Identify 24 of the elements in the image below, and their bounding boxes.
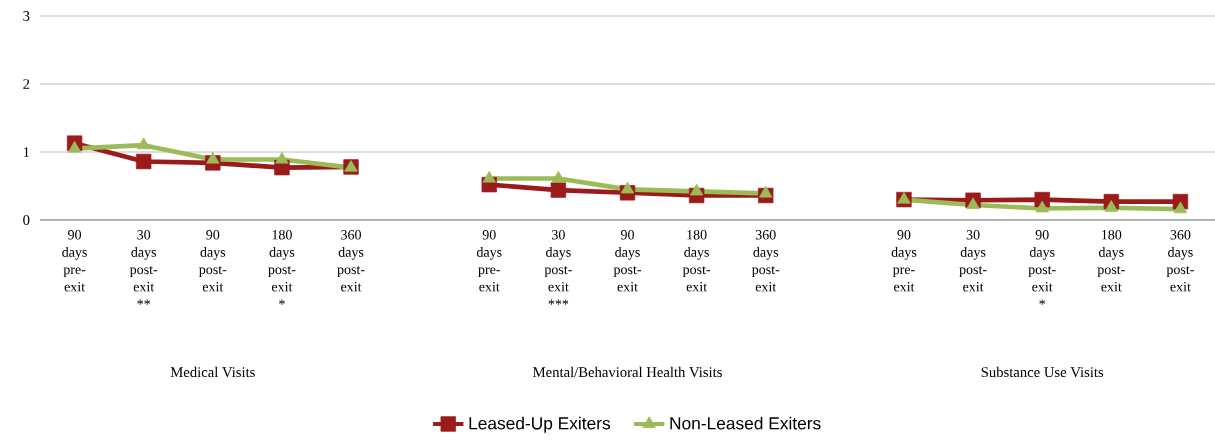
x-tick-label: 90 days pre-exit (476, 230, 502, 292)
legend-label: Leased-Up Exiters (469, 416, 611, 433)
x-tick-label: 180 days post-exit (1097, 230, 1125, 292)
x-tick-label: 30 days post-exit (959, 230, 987, 292)
x-tick-label: 30 days post-exit *** (544, 230, 572, 305)
x-tick-label: 90 days pre-exit (891, 230, 917, 292)
x-tick-label: 90 days post-exit (199, 230, 227, 292)
y-tick-label: 1 (23, 147, 30, 157)
x-tick-label: 360 days post-exit (337, 230, 365, 292)
y-tick-label: 0 (23, 215, 30, 225)
y-tick-label: 2 (23, 79, 30, 89)
x-tick-label: 90 days post-exit (613, 230, 641, 292)
y-tick-label: 3 (23, 11, 30, 21)
x-tick-label: 360 days post-exit (751, 230, 780, 292)
x-tick-label: 90 days post-exit * (1028, 230, 1056, 305)
x-tick-label: 180 days post-exit * (268, 230, 296, 305)
text: Mental/Behavioral Health Visits (533, 366, 722, 378)
x-tick-label: 30 days post-exit ** (129, 230, 158, 305)
x-tick-label: 360 days post-exit (1166, 230, 1194, 292)
x-tick-label: 180 days post-exit (682, 230, 711, 292)
x-tick-label: 90 days pre-exit (62, 230, 87, 292)
legend-label: Non-Leased Exiters (670, 416, 821, 430)
text: Substance Use Visits (981, 366, 1104, 378)
text: Medical Visits (170, 366, 255, 378)
